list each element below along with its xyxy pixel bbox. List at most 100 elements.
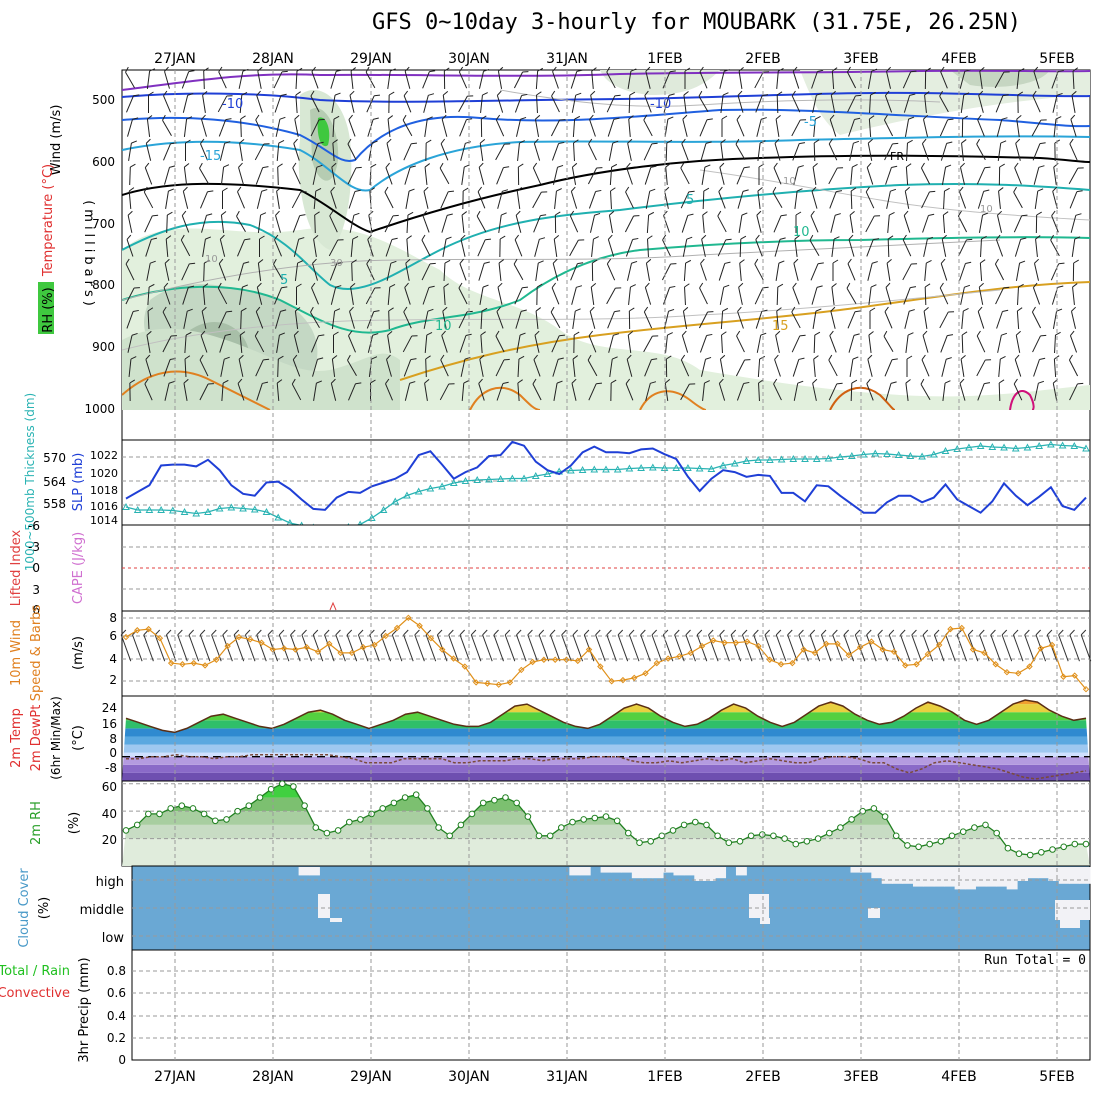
barb-shaft	[867, 263, 873, 281]
rh2m-point	[245, 802, 253, 810]
upper-wind-barb	[608, 333, 620, 353]
barb-flag	[787, 629, 793, 636]
barb-shaft	[737, 311, 744, 329]
barb-flag	[719, 629, 725, 636]
barb-flag	[594, 212, 601, 216]
thickness-point	[403, 491, 411, 499]
upper-wind-label: Wind (m/s)	[49, 105, 64, 176]
barb-shaft	[496, 311, 504, 329]
upper-wind-barb	[793, 165, 804, 185]
upper-wind-barb	[883, 330, 894, 353]
upper-wind-barb	[848, 117, 861, 137]
rh2m-point	[1049, 846, 1056, 853]
barb-flag	[643, 306, 649, 313]
upper-wind-barb	[217, 282, 228, 305]
barb-shaft	[402, 335, 413, 353]
barb-flag	[606, 258, 612, 265]
rh2m-point	[982, 821, 989, 829]
barb-shaft	[538, 634, 550, 662]
wind10-barb	[628, 629, 640, 662]
barb-flag	[1039, 357, 1046, 360]
upper-wind-barb	[1051, 69, 1064, 89]
barb-flag	[184, 355, 191, 360]
barb-shaft	[1053, 358, 1057, 378]
wind10-barb	[527, 629, 538, 662]
upper-wind-barb	[609, 356, 618, 377]
barb-shaft	[478, 71, 485, 89]
barb-flag	[277, 163, 283, 168]
upper-wind-barb	[128, 187, 135, 210]
barb-flag	[534, 330, 540, 336]
upper-wind-barb	[181, 262, 196, 281]
barb-flag	[203, 67, 209, 72]
barb-flag	[688, 190, 695, 193]
wind10-barb	[346, 629, 358, 662]
upper-wind-barb	[1071, 236, 1081, 257]
upper-wind-barb	[625, 186, 634, 209]
upper-rh-label: RH (%)	[41, 287, 56, 332]
rh2m-point	[881, 813, 889, 820]
barb-flag	[477, 186, 483, 192]
barb-flag	[984, 166, 991, 169]
barb-shaft	[274, 95, 282, 113]
barb-shaft	[828, 167, 838, 185]
rh2m-point	[1082, 840, 1090, 848]
barb-shaft	[203, 262, 205, 282]
li-tick-minus-6: -6	[28, 519, 40, 533]
barb-shaft	[403, 311, 412, 329]
thickness-point	[578, 465, 587, 473]
barb-shaft	[470, 634, 482, 662]
barb-flag	[947, 118, 954, 121]
upper-wind-barb	[626, 354, 633, 377]
wind10-barb	[448, 629, 459, 662]
barb-flag	[552, 66, 557, 72]
upper-wind-barb	[495, 143, 511, 161]
wind10-speed-point	[292, 646, 299, 653]
barb-flag	[256, 90, 261, 96]
barb-flag	[762, 286, 769, 289]
barb-flag	[206, 213, 213, 216]
barb-shaft	[811, 71, 818, 89]
barb-shaft	[791, 311, 801, 329]
barb-flag	[551, 282, 557, 288]
slp-panel: 570 564 558 1022 1020 1018 1016 1014 100…	[23, 393, 1091, 571]
barb-shaft	[958, 191, 967, 209]
barb-shaft	[681, 215, 689, 233]
barb-shaft	[368, 143, 373, 161]
wind10-speed-point	[823, 640, 830, 648]
temp2m-minmax-label: (6hr Min/Max)	[49, 696, 63, 780]
barb-flag	[504, 143, 511, 145]
barb-shaft	[718, 191, 726, 209]
wind10-barb	[312, 629, 324, 662]
barb-shaft	[719, 287, 725, 305]
upper-wind-barb	[312, 357, 324, 377]
barb-flag	[350, 67, 357, 72]
barb-shaft	[273, 263, 283, 281]
barb-flag	[1036, 211, 1042, 216]
barb-flag	[630, 68, 637, 72]
upper-wind-barb	[293, 138, 300, 161]
thickness-point	[133, 505, 142, 513]
wind10-barb	[888, 629, 900, 662]
barb-shaft	[976, 359, 986, 377]
thickness-point	[180, 507, 189, 515]
barb-flag	[946, 357, 952, 360]
barb-shaft	[849, 215, 854, 233]
upper-wind-barb	[813, 331, 821, 354]
barb-flag	[312, 258, 317, 264]
barb-flag	[380, 629, 386, 636]
upper-wind-barb	[627, 68, 637, 89]
rh2m-point	[669, 827, 677, 834]
barb-shaft	[792, 287, 800, 305]
barb-flag	[946, 141, 953, 144]
upper-wind-barb	[868, 284, 877, 305]
wind10-barb	[820, 629, 832, 662]
barb-shaft	[275, 215, 281, 233]
rh2m-point	[446, 832, 454, 840]
barb-shaft	[478, 167, 485, 185]
upper-wind-barb	[144, 378, 153, 401]
barb-flag	[828, 354, 833, 361]
upper-wind-barb	[980, 235, 987, 258]
upper-wind-barb	[665, 355, 672, 378]
upper-wind-barb	[735, 138, 746, 161]
